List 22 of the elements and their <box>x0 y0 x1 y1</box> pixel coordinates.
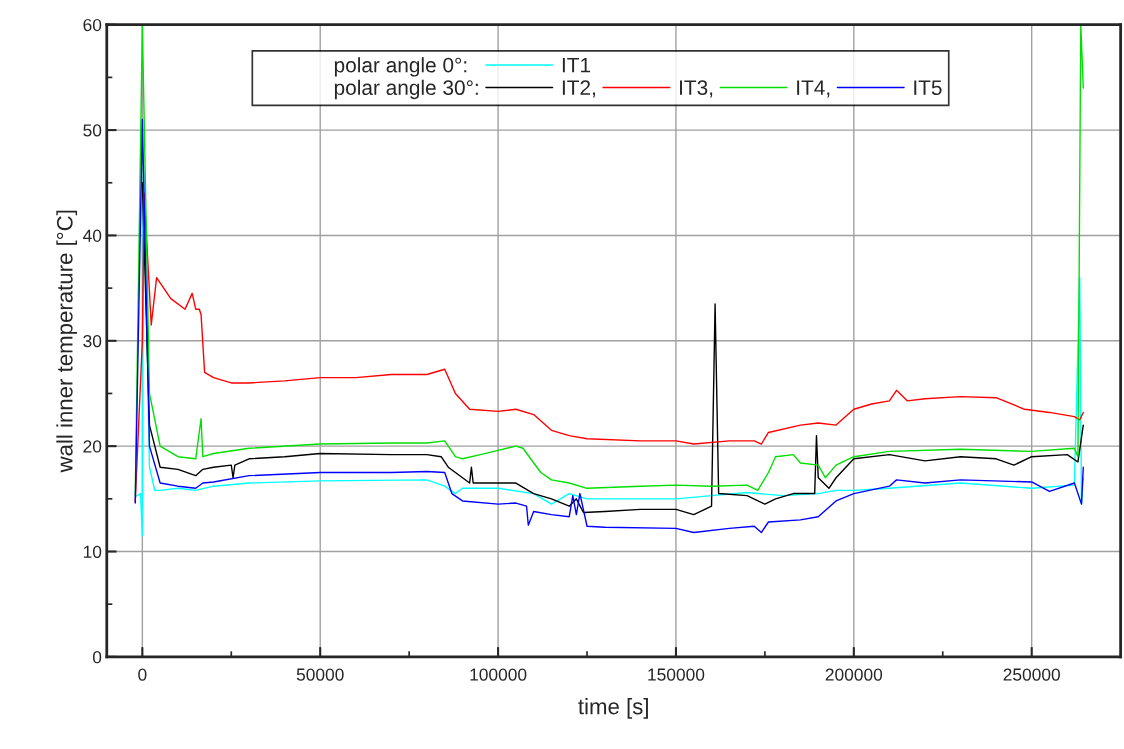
y-tick-label: 50 <box>83 124 102 137</box>
legend-label: IT3, <box>680 80 713 98</box>
y-tick-label: 20 <box>83 440 102 453</box>
legend-label: IT5 <box>914 80 942 96</box>
x-tick-label: 150000 <box>648 668 705 681</box>
y-tick-label: 40 <box>83 229 102 242</box>
annotation: polar angle 0°: <box>334 57 467 77</box>
y-tick-label: 60 <box>83 18 102 32</box>
x-tick-label: 100000 <box>470 668 527 681</box>
legend-label: IT2, <box>562 80 595 98</box>
y-tick-label: 30 <box>83 334 102 348</box>
y-axis-title: wall inner temperature [°C] <box>56 210 78 473</box>
x-tick-label: 50000 <box>296 668 344 681</box>
x-tick-label: 200000 <box>825 668 883 681</box>
y-tick-label: 0 <box>92 651 102 664</box>
y-tick-label: 10 <box>83 545 102 558</box>
legend-label: IT4, <box>797 80 830 98</box>
legend-label: IT1 <box>562 57 591 73</box>
x-tick-label: 250000 <box>1003 668 1060 681</box>
x-axis-title: time [s] <box>578 698 648 719</box>
x-tick-label: 0 <box>138 668 147 681</box>
annotation: polar angle 30°: <box>334 79 478 100</box>
